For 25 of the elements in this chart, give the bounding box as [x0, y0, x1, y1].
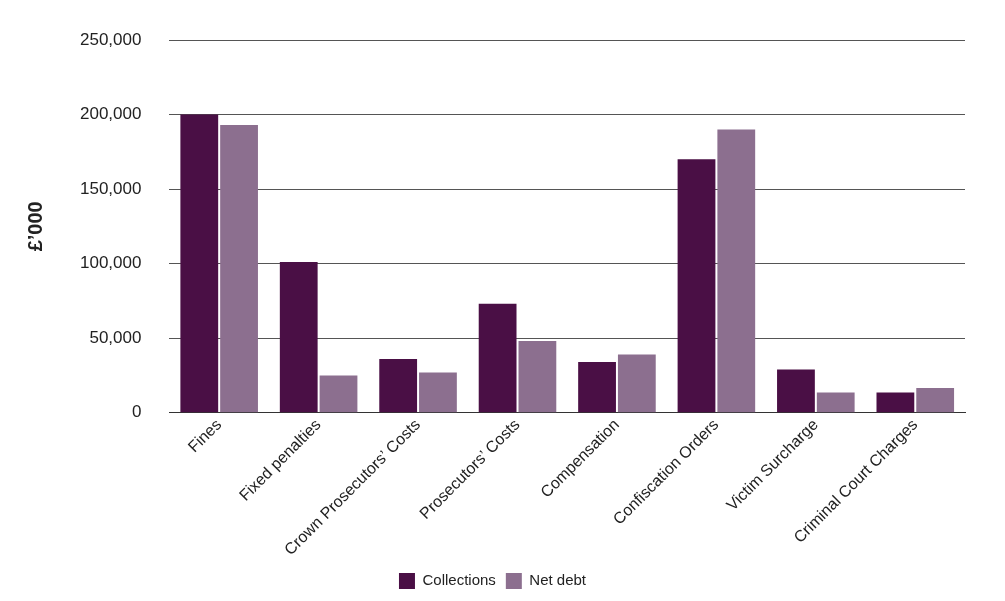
y-tick-label: 200,000: [80, 104, 142, 124]
y-tick-label: 100,000: [80, 253, 142, 273]
bar: [617, 354, 656, 413]
bar: [220, 124, 258, 413]
bar: [677, 159, 716, 413]
bar: [379, 358, 418, 413]
y-axis-title: £’000: [23, 201, 46, 252]
bar: [717, 129, 756, 413]
y-tick-label: 150,000: [80, 178, 142, 198]
legend-label: Net debt: [529, 571, 587, 589]
bar: [777, 369, 815, 413]
bar: [180, 114, 219, 413]
y-tick-label: 250,000: [80, 29, 142, 49]
bar: [518, 341, 557, 413]
y-tick-label: 0: [131, 402, 142, 422]
bar: [478, 303, 517, 413]
bar: [916, 388, 955, 413]
bar: [279, 262, 318, 413]
bar: [816, 392, 855, 413]
bar: [319, 375, 358, 413]
y-tick-label: 50,000: [89, 327, 142, 347]
bar: [876, 392, 915, 413]
bar: [419, 372, 457, 413]
bar: [578, 361, 616, 413]
legend-label: Collections: [422, 571, 496, 589]
